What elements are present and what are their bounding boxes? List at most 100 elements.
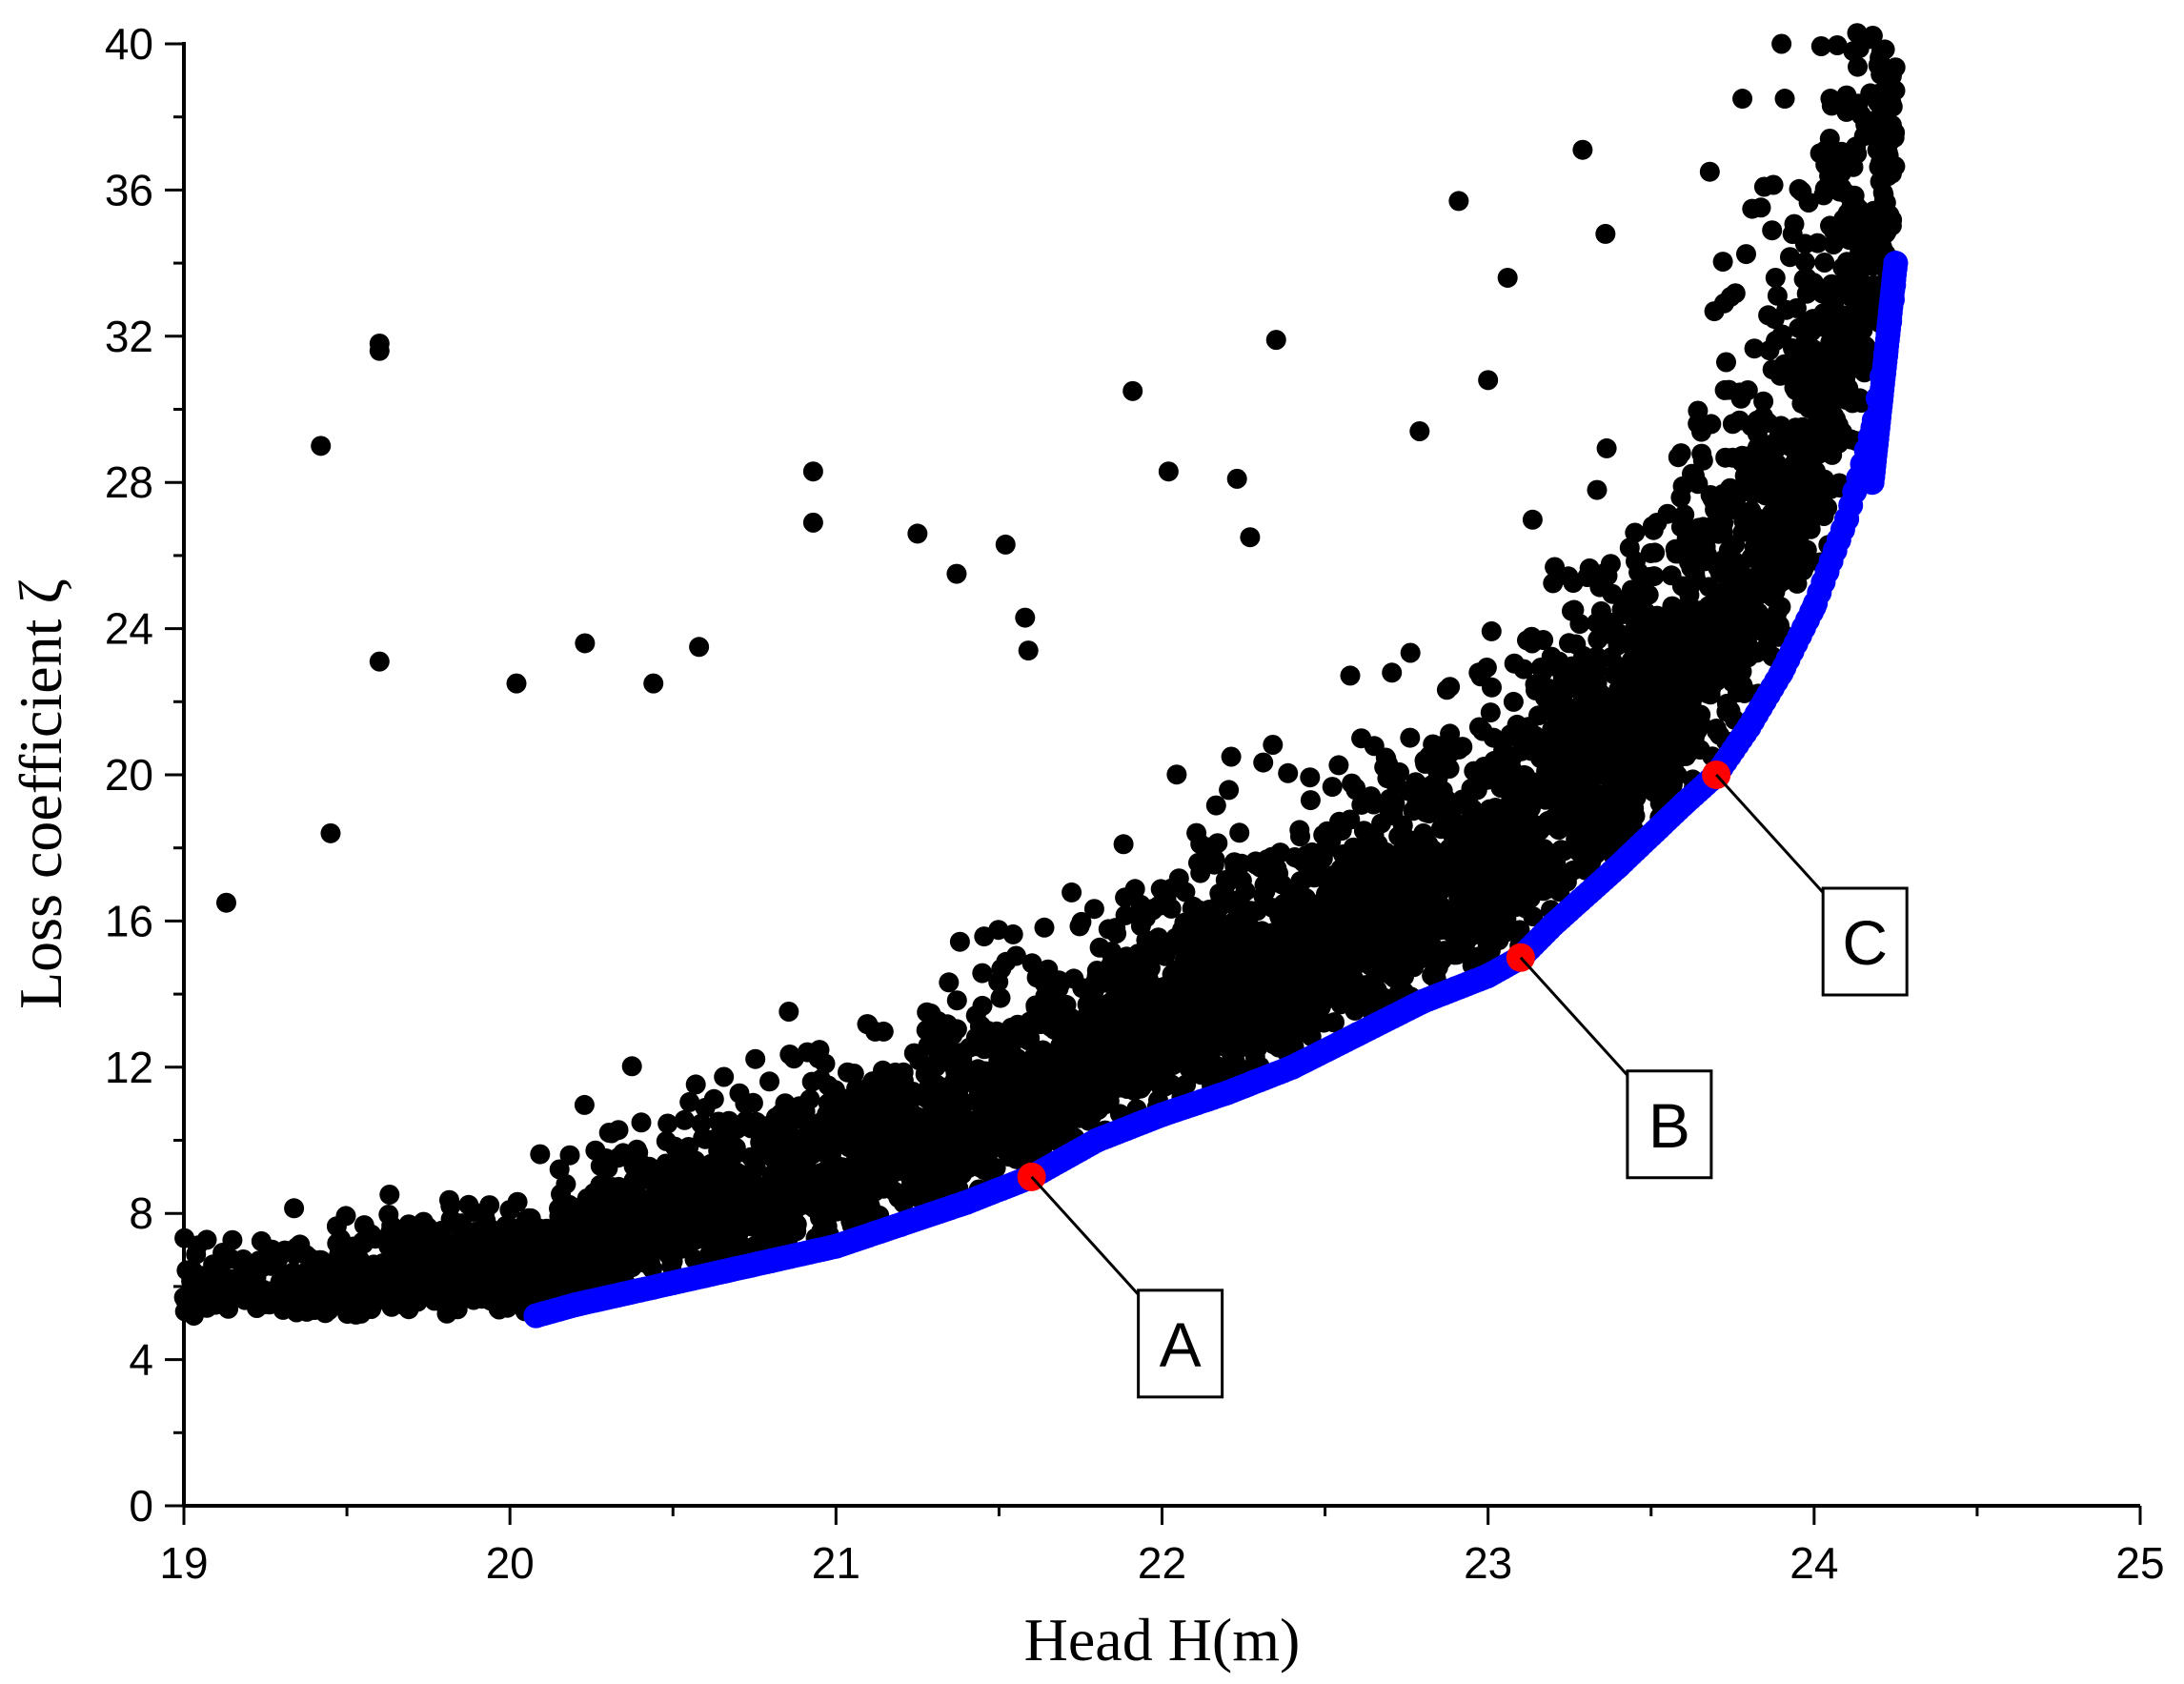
cloud-point bbox=[1543, 573, 1564, 594]
cloud-point bbox=[189, 1290, 210, 1311]
cloud-point bbox=[1579, 558, 1600, 578]
cloud-point bbox=[885, 1065, 906, 1086]
cloud-point bbox=[507, 1191, 528, 1212]
cloud-point bbox=[1448, 739, 1469, 760]
cloud-point bbox=[1756, 640, 1777, 661]
cloud-point bbox=[872, 1158, 892, 1179]
cloud-point bbox=[1705, 499, 1726, 520]
cloud-point bbox=[1107, 1019, 1128, 1040]
cloud-point bbox=[755, 1141, 776, 1162]
cloud-point bbox=[1810, 357, 1831, 378]
cloud-point bbox=[1016, 1106, 1037, 1126]
cloud-point bbox=[1083, 899, 1104, 920]
cloud-point bbox=[1753, 176, 1774, 197]
cloud-point bbox=[861, 1087, 882, 1108]
cloud-point bbox=[965, 1005, 986, 1026]
cloud-point bbox=[900, 1175, 921, 1196]
cloud-point bbox=[1537, 811, 1558, 832]
cloud-point bbox=[1402, 910, 1423, 931]
cloud-point bbox=[443, 1212, 464, 1233]
cloud-point bbox=[930, 1114, 951, 1135]
cloud-point bbox=[677, 1170, 698, 1191]
cloud-point bbox=[1062, 1086, 1083, 1107]
cloud-point bbox=[1504, 653, 1525, 674]
cloud-point bbox=[327, 1233, 348, 1254]
cloud-point bbox=[1758, 413, 1778, 433]
cloud-point bbox=[669, 1187, 690, 1207]
cloud-point bbox=[1415, 940, 1435, 961]
cloud-point bbox=[1122, 954, 1143, 975]
cloud-point bbox=[1320, 876, 1341, 897]
cloud-point bbox=[223, 1277, 244, 1298]
cloud-point bbox=[857, 1014, 878, 1035]
cloud-point bbox=[501, 1231, 522, 1252]
cloud-point bbox=[1714, 642, 1735, 663]
cloud-point bbox=[1817, 415, 1838, 436]
cloud-point bbox=[1105, 999, 1126, 1020]
cloud-point bbox=[1176, 1074, 1197, 1095]
cloud-point bbox=[968, 1084, 989, 1105]
cloud-point bbox=[1318, 906, 1339, 927]
cloud-point bbox=[386, 1291, 407, 1311]
cloud-point bbox=[802, 512, 823, 533]
cloud-point bbox=[938, 1138, 958, 1159]
cloud-point bbox=[708, 1111, 729, 1132]
cloud-points bbox=[173, 23, 1906, 1326]
cloud-point bbox=[974, 1039, 995, 1060]
cloud-point bbox=[557, 1218, 578, 1239]
cloud-point bbox=[299, 1298, 320, 1319]
cloud-point bbox=[1482, 877, 1502, 898]
cloud-point bbox=[1427, 957, 1448, 978]
cloud-point bbox=[1623, 787, 1644, 808]
cloud-point bbox=[1774, 89, 1795, 110]
cloud-point bbox=[1177, 929, 1198, 950]
cloud-point bbox=[1161, 898, 1182, 919]
cloud-point bbox=[738, 1166, 759, 1187]
cloud-point bbox=[398, 1214, 419, 1235]
cloud-point bbox=[1825, 221, 1846, 242]
cloud-point bbox=[427, 1223, 448, 1244]
cloud-point bbox=[1760, 452, 1780, 473]
cloud-point bbox=[584, 1262, 604, 1282]
cloud-point bbox=[1130, 1022, 1151, 1043]
cloud-point bbox=[1419, 745, 1440, 766]
cloud-point bbox=[1628, 578, 1649, 599]
cloud-point bbox=[1848, 56, 1868, 77]
cloud-point bbox=[1730, 635, 1751, 656]
cloud-point bbox=[1642, 516, 1663, 537]
cloud-point bbox=[728, 1218, 749, 1239]
cloud-point bbox=[1364, 929, 1385, 950]
cloud-point bbox=[1814, 253, 1835, 273]
cloud-point bbox=[907, 523, 928, 544]
cloud-point bbox=[608, 1120, 629, 1141]
cloud-point bbox=[1680, 628, 1701, 649]
cloud-point bbox=[1595, 223, 1616, 244]
cloud-point bbox=[1329, 811, 1349, 832]
cloud-point bbox=[726, 1143, 747, 1164]
cloud-point bbox=[1497, 267, 1518, 288]
cloud-point bbox=[1644, 659, 1665, 680]
cloud-point bbox=[1697, 604, 1718, 625]
cloud-point bbox=[1400, 642, 1421, 663]
cloud-point bbox=[1862, 26, 1883, 46]
cloud-point bbox=[1069, 1013, 1090, 1034]
cloud-point bbox=[215, 892, 236, 913]
cloud-point bbox=[186, 1244, 207, 1265]
cloud-point bbox=[1461, 806, 1482, 827]
cloud-point bbox=[1203, 1065, 1223, 1085]
cloud-point bbox=[1065, 1042, 1086, 1063]
cloud-point bbox=[685, 1074, 706, 1095]
cloud-point bbox=[1199, 900, 1220, 920]
cloud-point bbox=[1440, 806, 1461, 827]
cloud-point bbox=[1466, 780, 1487, 801]
cloud-point bbox=[1493, 776, 1513, 797]
cloud-point bbox=[1080, 1060, 1101, 1081]
cloud-point bbox=[1246, 1017, 1267, 1038]
cloud-point bbox=[205, 1293, 226, 1314]
cloud-point bbox=[1224, 911, 1245, 931]
cloud-point bbox=[1002, 1080, 1023, 1101]
cloud-point bbox=[1205, 795, 1226, 816]
cloud-point bbox=[1664, 644, 1684, 665]
cloud-point bbox=[689, 637, 710, 658]
cloud-point bbox=[455, 1231, 475, 1252]
